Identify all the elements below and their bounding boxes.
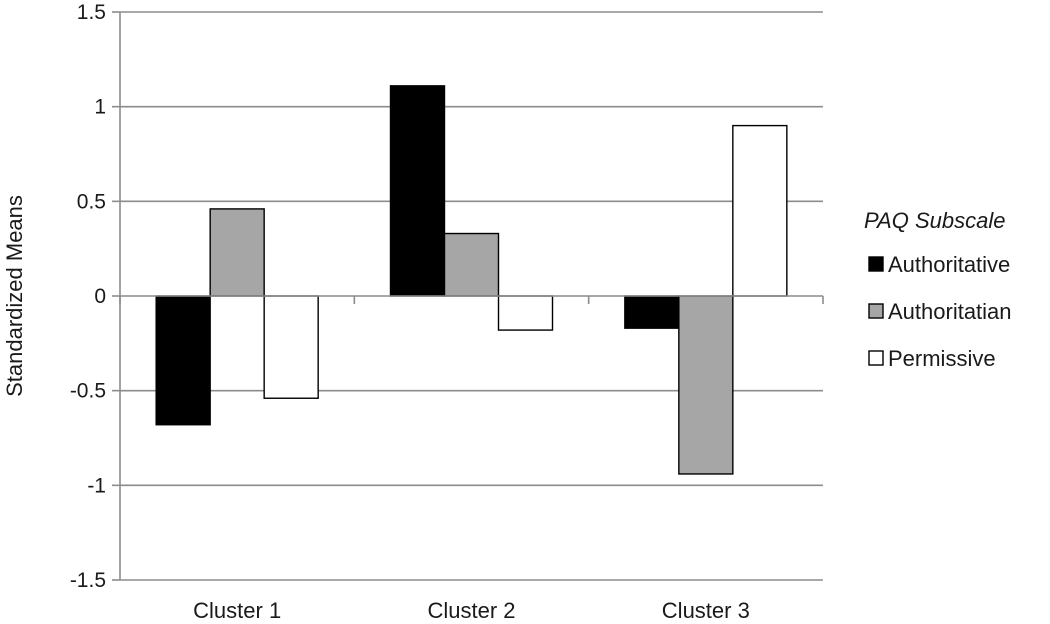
legend-label: Permissive xyxy=(888,346,996,371)
legend-label: Authoritative xyxy=(888,252,1010,277)
y-tick-label: 0.5 xyxy=(77,190,106,213)
legend-swatch xyxy=(868,350,884,366)
x-category-label: Cluster 2 xyxy=(427,598,515,623)
legend-title: PAQ Subscale xyxy=(864,208,1005,233)
legend-label: Authoritatian xyxy=(888,299,1012,324)
y-tick-label: 1.5 xyxy=(77,1,106,24)
bar-authoritative-1 xyxy=(155,295,211,426)
y-tick-label: 1 xyxy=(94,96,106,119)
bar-permissive-1 xyxy=(263,295,319,399)
bars xyxy=(155,85,788,475)
y-axis-title: Standardized Means xyxy=(2,195,27,397)
bar-authoritatian-2 xyxy=(443,232,500,297)
legend: PAQ Subscale Authoritative Authoritatian P… xyxy=(864,208,1012,371)
y-tick-label: -1 xyxy=(87,474,106,497)
gridlines xyxy=(120,11,823,581)
y-tick-label: -1.5 xyxy=(70,569,106,592)
axes xyxy=(119,12,824,580)
x-axis-categories: Cluster 1 Cluster 2 Cluster 3 xyxy=(193,598,750,623)
legend-swatch xyxy=(868,303,884,319)
bar-authoritatian-3 xyxy=(678,295,734,475)
y-tick-label: 0 xyxy=(94,285,106,308)
x-category-label: Cluster 1 xyxy=(193,598,281,623)
y-tick-label: -0.5 xyxy=(70,380,106,403)
x-category-label: Cluster 3 xyxy=(662,598,750,623)
bar-permissive-2 xyxy=(497,295,554,331)
bar-permissive-3 xyxy=(732,124,788,297)
y-axis-ticks: 1.5 1 0.5 0 -0.5 -1 -1.5 xyxy=(70,1,120,592)
bar-authoritative-2 xyxy=(389,85,446,297)
bar-authoritative-3 xyxy=(624,295,680,329)
bar-authoritatian-1 xyxy=(209,208,265,297)
legend-swatch xyxy=(868,256,884,272)
